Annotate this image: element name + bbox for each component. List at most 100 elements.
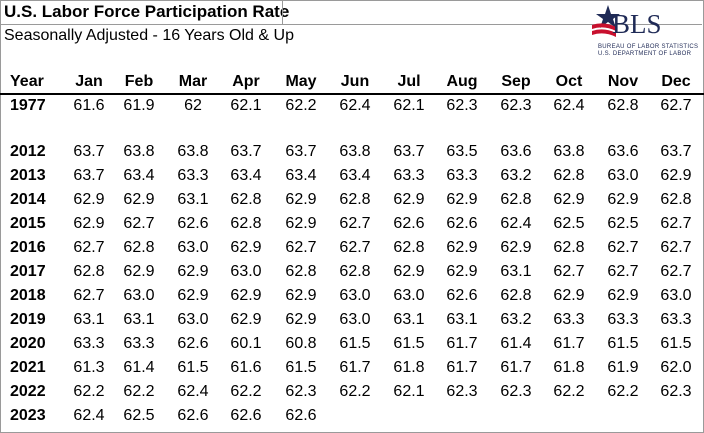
rate-cell: 63.0 [660,287,692,304]
rate-cell: 62.6 [446,215,478,232]
rate-cell: 60.8 [285,335,317,352]
rate-cell: 62.2 [230,383,262,400]
rate-cell: 62.9 [177,287,209,304]
rate-cell: 63.1 [500,263,532,280]
column-header-year: Year [10,73,44,90]
rate-cell: 62.9 [285,311,317,328]
rate-cell: 63.2 [500,311,532,328]
rate-cell: 63.7 [660,143,692,160]
rate-cell: 63.4 [285,167,317,184]
rate-cell: 63.0 [177,239,209,256]
rate-cell: 62.8 [123,239,155,256]
rate-cell: 62.4 [73,407,105,424]
page-subtitle: Seasonally Adjusted - 16 Years Old & Up [4,27,294,44]
row-year: 2017 [10,263,46,280]
rate-cell: 63.8 [339,143,371,160]
rate-cell: 62.9 [123,263,155,280]
rate-cell: 63.0 [339,311,371,328]
rate-cell: 62.7 [660,215,692,232]
rate-cell: 62 [184,97,202,114]
rate-cell: 63.4 [339,167,371,184]
row-year: 2021 [10,359,46,376]
title-bar: U.S. Labor Force Participation Rate [0,0,702,25]
rate-cell: 62.8 [230,215,262,232]
rate-cell: 63.4 [123,167,155,184]
rate-cell: 62.9 [660,167,692,184]
rate-cell: 63.0 [339,287,371,304]
row-year: 2019 [10,311,46,328]
row-year: 2022 [10,383,46,400]
rate-cell: 61.9 [607,359,639,376]
rate-cell: 62.9 [123,191,155,208]
rate-cell: 62.6 [285,407,317,424]
rate-cell: 62.9 [73,215,105,232]
rate-cell: 62.6 [177,215,209,232]
rate-cell: 62.9 [500,239,532,256]
rate-cell: 62.8 [607,97,639,114]
rate-cell: 62.3 [660,383,692,400]
row-year: 2014 [10,191,46,208]
rate-cell: 63.7 [285,143,317,160]
table-row: 2017 62.8 62.9 62.9 63.0 62.8 62.8 62.9 62.9 63.1… [0,260,704,284]
rate-cell: 62.9 [73,191,105,208]
rate-cell: 63.3 [123,335,155,352]
rate-cell: 62.6 [446,287,478,304]
rate-cell: 61.7 [446,359,478,376]
rate-cell: 61.7 [446,335,478,352]
rate-cell: 63.0 [123,287,155,304]
rate-cell: 62.9 [393,263,425,280]
table-row: 2015 62.9 62.7 62.6 62.8 62.9 62.7 62.6 62.6 62.4… [0,212,704,236]
row-year: 2020 [10,335,46,352]
rate-cell: 63.6 [500,143,532,160]
rate-cell: 63.1 [393,311,425,328]
rate-cell: 61.4 [123,359,155,376]
rate-cell: 62.9 [285,215,317,232]
rate-cell: 61.8 [393,359,425,376]
rate-cell: 62.9 [446,263,478,280]
bls-star-icon [592,5,620,37]
rate-cell: 62.8 [500,191,532,208]
rate-cell: 62.5 [123,407,155,424]
row-year: 2023 [10,407,46,424]
participation-table: Year Jan Feb Mar Apr May Jun Jul Aug Sep Oct Nov Dec… [0,70,704,428]
rate-cell: 63.7 [230,143,262,160]
table-row: 2012 63.7 63.8 63.8 63.7 63.7 63.8 63.7 63.5 63.6… [0,140,704,164]
column-header-sep: Sep [501,73,531,90]
row-year: 2013 [10,167,46,184]
rate-cell: 62.2 [73,383,105,400]
rate-cell: 63.8 [123,143,155,160]
rate-cell: 62.2 [553,383,585,400]
rate-cell: 63.3 [177,167,209,184]
rate-cell: 62.9 [553,191,585,208]
table-row: 2014 62.9 62.9 63.1 62.8 62.9 62.8 62.9 62.9 62.8… [0,188,704,212]
rate-cell: 62.9 [230,287,262,304]
rate-cell: 62.3 [500,97,532,114]
rate-cell: 62.7 [339,215,371,232]
bls-logo-line2: U.S. DEPARTMENT OF LABOR [598,51,692,57]
table-row: 2020 63.3 63.3 62.6 60.1 60.8 61.5 61.5 61.7 61.4… [0,332,704,356]
rate-cell: 61.6 [73,97,105,114]
row-year: 2016 [10,239,46,256]
table-row: 1977 61.6 61.9 62 62.1 62.2 62.4 62.1 62.3 62.3 62… [0,94,704,118]
rate-cell: 61.5 [339,335,371,352]
rate-cell: 63.8 [553,143,585,160]
rate-cell: 61.7 [553,335,585,352]
column-header-jan: Jan [75,73,103,90]
bls-logo-line1: BUREAU OF LABOR STATISTICS [598,44,699,50]
rate-cell: 62.9 [285,191,317,208]
rate-cell: 62.7 [123,215,155,232]
rate-cell: 61.7 [500,359,532,376]
rate-cell: 63.7 [73,167,105,184]
rate-cell: 62.9 [553,287,585,304]
column-header-nov: Nov [607,73,639,90]
rate-cell: 62.8 [339,263,371,280]
rate-cell: 63.3 [393,167,425,184]
table-row: 2019 63.1 63.1 63.0 62.9 62.9 63.0 63.1 63.1 63.2… [0,308,704,332]
rate-cell: 62.3 [446,383,478,400]
column-header-aug: Aug [446,73,478,90]
rate-cell: 62.7 [660,263,692,280]
rate-cell: 63.1 [73,311,105,328]
rate-cell: 61.5 [393,335,425,352]
rate-cell: 62.6 [177,407,209,424]
rate-cell: 61.4 [500,335,532,352]
